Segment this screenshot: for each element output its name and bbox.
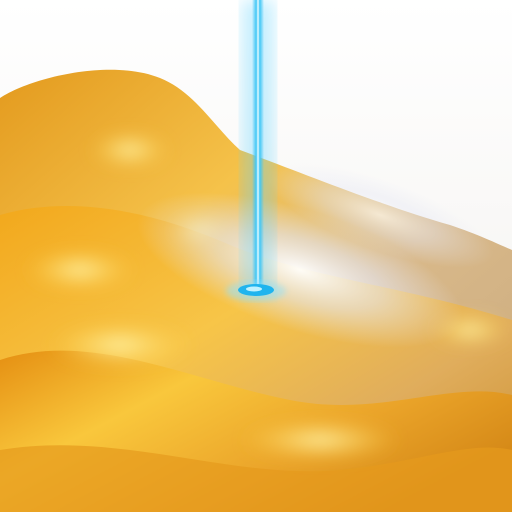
sheen	[137, 192, 463, 348]
highlight	[240, 420, 400, 460]
highlight	[90, 132, 170, 168]
highlight	[25, 250, 135, 290]
bottom-wave	[0, 445, 512, 512]
highlight	[50, 323, 190, 367]
laser-beam	[252, 0, 264, 292]
spot-core	[246, 286, 262, 292]
sheen	[266, 162, 494, 268]
